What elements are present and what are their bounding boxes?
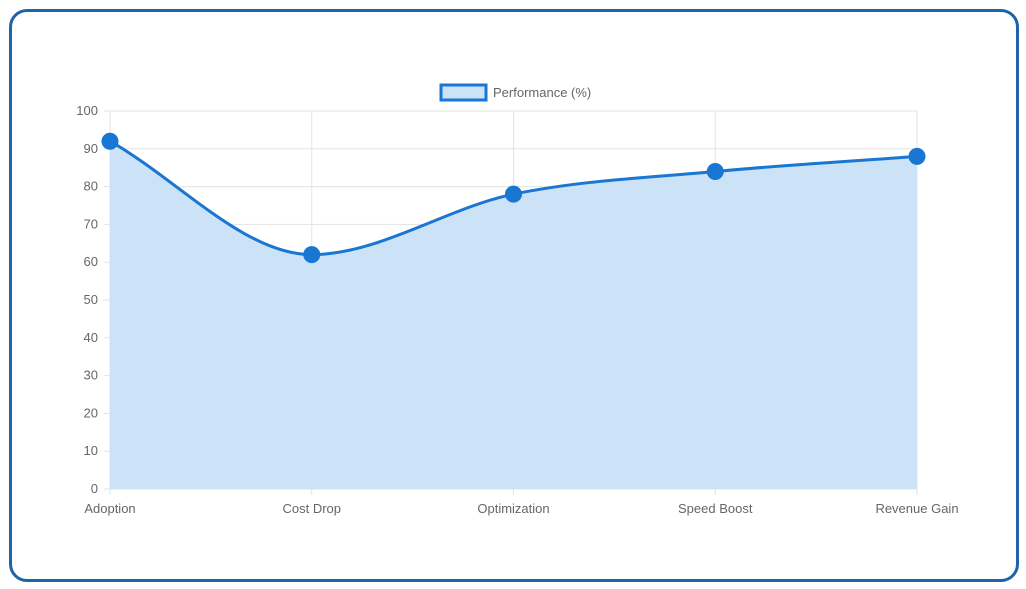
y-tick-label: 80 <box>84 179 98 194</box>
x-tick-label: Optimization <box>477 501 549 516</box>
y-tick-label: 40 <box>84 330 98 345</box>
y-axis: 0 10 20 30 40 50 60 70 80 90 100 <box>76 103 98 496</box>
x-axis: Adoption Cost Drop Optimization Speed Boost… <box>84 501 958 516</box>
x-tick-label: Revenue Gain <box>875 501 958 516</box>
data-point[interactable] <box>908 147 926 165</box>
y-tick-label: 30 <box>84 368 98 383</box>
legend-swatch[interactable] <box>439 83 488 102</box>
data-points <box>101 132 926 264</box>
data-point[interactable] <box>706 162 724 180</box>
y-tick-label: 100 <box>76 103 98 118</box>
y-tick-label: 0 <box>91 481 98 496</box>
series-area <box>110 141 917 490</box>
data-point[interactable] <box>505 185 522 203</box>
y-tick-label: 70 <box>84 216 98 231</box>
y-tick-label: 60 <box>84 254 98 269</box>
data-point[interactable] <box>101 132 119 150</box>
y-tick-label: 20 <box>84 405 98 420</box>
x-tick-label: Adoption <box>84 501 135 516</box>
x-tick-label: Speed Boost <box>678 501 753 516</box>
y-tick-label: 10 <box>84 443 98 458</box>
x-tick-label: Cost Drop <box>282 501 341 516</box>
y-tick-label: 50 <box>84 292 98 307</box>
data-point[interactable] <box>303 246 321 264</box>
y-tick-label: 90 <box>84 141 98 156</box>
legend[interactable]: Performance (%) <box>439 83 591 102</box>
legend-label[interactable]: Performance (%) <box>493 85 591 100</box>
